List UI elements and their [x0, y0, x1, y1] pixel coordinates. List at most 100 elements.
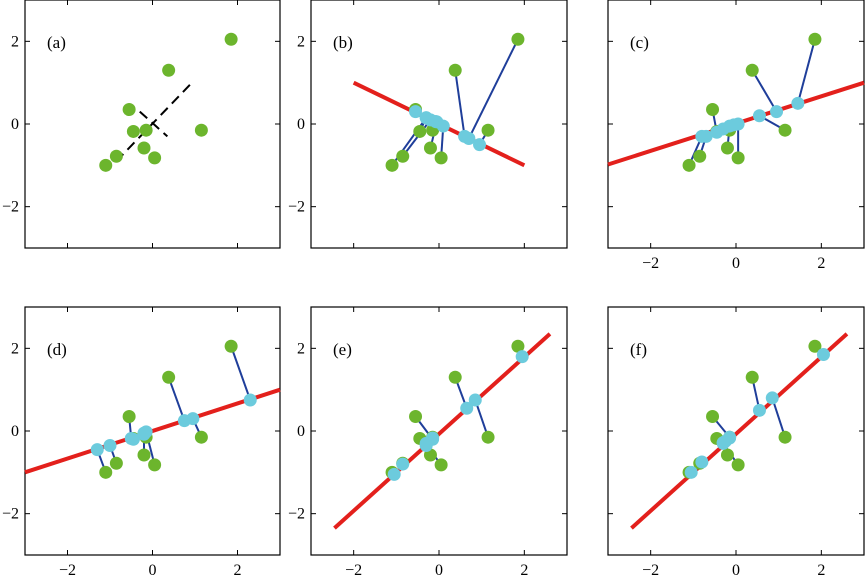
x-tick-label: 0 — [435, 562, 443, 579]
y-tick-label: 2 — [297, 33, 305, 50]
y-tick-label: −2 — [2, 506, 19, 523]
projection-point — [387, 467, 401, 481]
data-point — [413, 124, 427, 138]
data-point — [720, 141, 734, 155]
projection-point — [436, 119, 450, 133]
data-point — [224, 32, 238, 46]
data-point — [511, 339, 525, 353]
data-point — [99, 158, 113, 172]
data-point — [808, 339, 822, 353]
panel-f: −2 0 2 (f) — [607, 306, 865, 579]
data-point — [778, 123, 792, 137]
projection-point — [419, 438, 433, 452]
data-point — [731, 151, 745, 165]
y-tick-label: 2 — [11, 340, 19, 357]
y-tick-label: 0 — [297, 423, 305, 440]
data-point — [481, 123, 495, 137]
projection-point — [791, 96, 805, 110]
x-tick-label: 0 — [732, 255, 740, 272]
projection-connector — [167, 376, 186, 422]
projection-point — [462, 131, 476, 145]
data-point — [745, 370, 759, 384]
data-point — [162, 63, 176, 77]
data-point — [706, 103, 720, 117]
data-point — [706, 410, 720, 424]
projection-connector — [796, 39, 816, 104]
data-point — [434, 151, 448, 165]
projection-point — [186, 412, 200, 426]
projection-point — [139, 425, 153, 439]
x-tick-label: 2 — [234, 562, 242, 579]
data-point — [194, 430, 208, 444]
data-point — [778, 430, 792, 444]
y-tick-label: 0 — [11, 423, 19, 440]
x-tick-label: −2 — [345, 562, 362, 579]
data-point — [137, 448, 151, 462]
data-point — [137, 141, 151, 155]
y-tick-label: 2 — [297, 340, 305, 357]
y-tick-label: −2 — [2, 199, 19, 216]
projection-point — [752, 403, 766, 417]
principal-axis-line — [139, 110, 169, 138]
projection-point — [243, 393, 257, 407]
data-point — [148, 458, 162, 472]
data-point — [511, 32, 525, 46]
fit-line — [630, 332, 849, 530]
projection-point — [765, 391, 779, 405]
projection-point — [473, 138, 487, 152]
data-point — [139, 123, 153, 137]
projection-point — [699, 129, 713, 143]
data-point — [162, 370, 176, 384]
x-tick-label: 2 — [817, 562, 825, 579]
data-point — [224, 339, 238, 353]
x-tick-label: −2 — [642, 255, 659, 272]
data-point — [745, 63, 759, 77]
x-tick-label: 2 — [817, 255, 825, 272]
panel-a: −2 0 2 (a) — [2, 0, 281, 249]
data-point — [448, 63, 462, 77]
data-point — [194, 123, 208, 137]
projection-connector — [401, 119, 432, 157]
projection-point — [468, 393, 482, 407]
projection-point — [684, 465, 698, 479]
data-point — [122, 103, 136, 117]
data-point — [126, 124, 140, 138]
data-point — [423, 141, 437, 155]
projection-point — [816, 348, 830, 362]
panel-label: (b) — [333, 33, 353, 52]
panel-label: (a) — [47, 33, 66, 52]
data-point — [481, 430, 495, 444]
fit-line — [333, 332, 552, 530]
y-tick-label: −2 — [288, 199, 305, 216]
data-point — [109, 456, 123, 470]
data-point — [693, 149, 707, 163]
panel-e: −2 0 2 −2 0 2 (e) — [288, 306, 568, 579]
projection-connector — [230, 345, 252, 401]
projection-connector — [771, 397, 787, 438]
x-tick-label: 0 — [732, 562, 740, 579]
projection-point — [396, 457, 410, 471]
data-point — [808, 32, 822, 46]
projection-point — [515, 350, 529, 364]
panel-label: (c) — [630, 33, 649, 52]
projection-point — [731, 117, 745, 131]
data-point — [122, 410, 136, 424]
projection-connector — [751, 69, 778, 113]
panel-label: (e) — [333, 340, 352, 359]
projection-point — [126, 432, 140, 446]
principal-axis-line — [115, 83, 192, 162]
x-tick-label: 0 — [149, 562, 157, 579]
y-tick-label: −2 — [288, 506, 305, 523]
x-tick-label: −2 — [59, 562, 76, 579]
panel-c: −2 0 2 (c) — [607, 0, 865, 272]
data-point — [434, 458, 448, 472]
projection-point — [90, 443, 104, 457]
projection-point — [770, 105, 784, 119]
x-tick-label: 2 — [520, 562, 528, 579]
data-point — [720, 448, 734, 462]
projection-connector — [454, 70, 466, 137]
panel-label: (f) — [630, 340, 647, 359]
data-point — [448, 370, 462, 384]
projection-point — [460, 401, 474, 415]
